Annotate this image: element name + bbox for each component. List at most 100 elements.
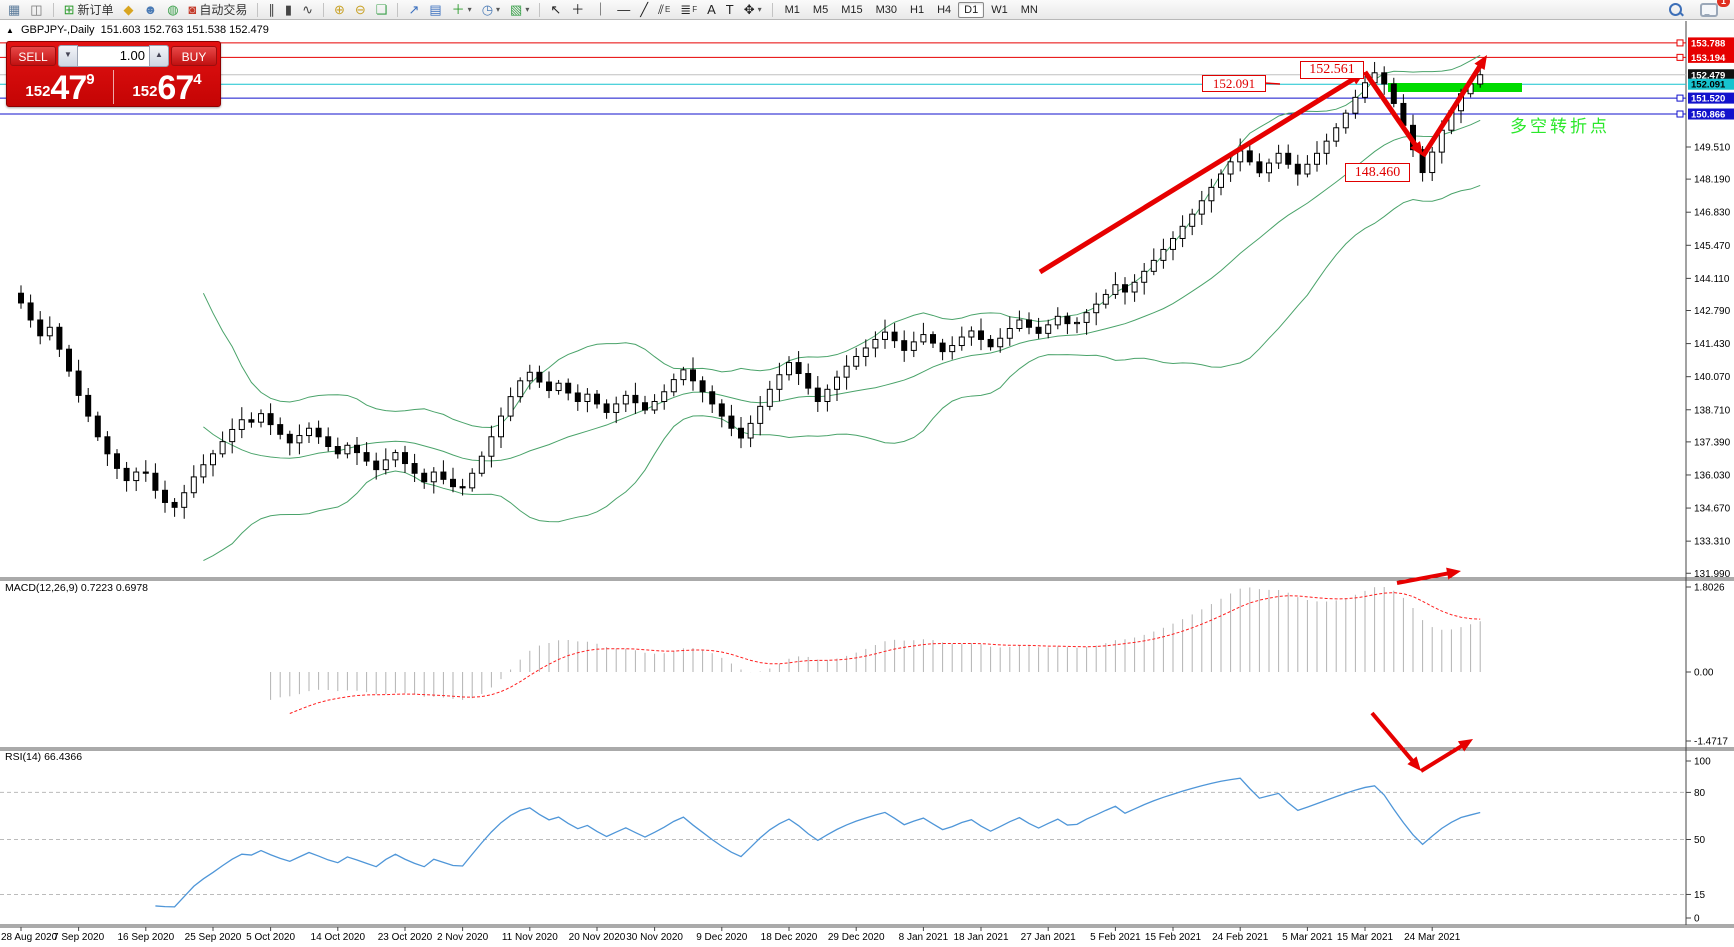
fibonacci-tool-button[interactable]: ≣ F xyxy=(676,1,701,19)
text-tool-button[interactable]: A xyxy=(703,1,720,19)
search-button[interactable] xyxy=(1665,1,1686,19)
line-end-marker[interactable] xyxy=(1676,39,1684,47)
charts-panel-button[interactable]: ▦ xyxy=(4,1,24,19)
collapse-arrow-icon[interactable]: ▲ xyxy=(6,26,14,35)
period-clock-button[interactable]: ◷ ▾ xyxy=(478,1,504,19)
terminal-button[interactable]: ☻ xyxy=(140,1,162,19)
rsi-indicator-label: RSI(14) 66.4366 xyxy=(5,751,83,763)
timeframe-m5[interactable]: M5 xyxy=(812,3,829,16)
timeframe-m30[interactable]: M30 xyxy=(875,3,897,16)
text-label-tool-button[interactable]: T xyxy=(722,1,738,19)
price-callout-152561[interactable]: 152.561 xyxy=(1300,61,1364,79)
candle-body xyxy=(920,334,927,343)
candle-body xyxy=(738,427,744,439)
sell-price[interactable]: 152 47 9 xyxy=(25,69,95,107)
trend-arrow-head[interactable] xyxy=(1446,567,1461,580)
toolbar-separator xyxy=(52,2,54,17)
metaeditor-button[interactable]: ◆ xyxy=(120,1,138,19)
candle-body xyxy=(603,403,610,413)
trend-arrow[interactable] xyxy=(1362,70,1419,148)
signals-button[interactable]: ◍ xyxy=(163,1,182,19)
sell-button[interactable]: SELL xyxy=(10,46,56,66)
trend-arrow[interactable] xyxy=(1370,711,1415,764)
volume-decrease-button[interactable]: ▼ xyxy=(58,45,78,67)
trend-arrow-head[interactable] xyxy=(1410,141,1423,156)
buy-price[interactable]: 152 67 4 xyxy=(132,69,202,107)
pivot-point-label[interactable]: 多空转折点 xyxy=(1510,117,1610,136)
candle-body xyxy=(1429,151,1436,174)
price-tag xyxy=(1688,108,1734,120)
indicators-button[interactable]: ↗ xyxy=(404,1,423,19)
trend-arrow[interactable] xyxy=(1038,76,1357,275)
candle-body xyxy=(786,362,792,376)
candle-body xyxy=(958,336,965,347)
toolbar-separator xyxy=(322,2,324,17)
crosshair-tool-button[interactable]: ＋ xyxy=(567,1,588,19)
add-indicator-button[interactable]: ＋ ▾ xyxy=(448,1,476,19)
trend-arrow-head[interactable] xyxy=(1474,55,1487,71)
arrows-tool-button[interactable]: ✥ ▾ xyxy=(740,1,766,19)
price-callout-148460[interactable]: 148.460 xyxy=(1345,163,1410,182)
line-end-marker[interactable] xyxy=(1676,53,1684,61)
cursor-tool-button[interactable]: ↖ xyxy=(546,1,565,19)
trend-arrow-head[interactable] xyxy=(1457,739,1473,752)
candle-body xyxy=(882,331,888,340)
bar-chart-button[interactable]: ∥ xyxy=(264,1,279,19)
candle-body xyxy=(507,396,514,417)
candlestick-chart-button[interactable]: ▮ xyxy=(281,1,296,19)
rsi-tick-label: 15 xyxy=(1694,890,1706,901)
timeframe-m1[interactable]: M1 xyxy=(784,3,800,16)
notifications-button[interactable]: 1 xyxy=(1696,0,1730,19)
trend-arrow[interactable] xyxy=(1419,743,1464,773)
data-window-button[interactable]: ◫ xyxy=(26,1,46,19)
candle-body xyxy=(286,433,293,444)
timeframe-m15[interactable]: M15 xyxy=(841,3,863,16)
trendline-tool-button[interactable]: ╱ xyxy=(636,1,652,19)
timeframe-w1[interactable]: W1 xyxy=(991,3,1008,16)
trend-arrow[interactable] xyxy=(1420,63,1483,158)
candle-body xyxy=(1218,173,1224,188)
toolbar-separator xyxy=(771,2,773,17)
template-button[interactable]: ▧ ▾ xyxy=(506,1,533,19)
horizontal-line-tool-button[interactable]: — xyxy=(613,1,634,19)
volume-increase-button[interactable]: ▲ xyxy=(149,45,169,67)
candle-body xyxy=(1112,284,1119,295)
fibonacci-tool-icon-sub: F xyxy=(692,5,698,14)
candle-body xyxy=(344,444,351,455)
tile-windows-button[interactable]: ❏ xyxy=(372,1,392,19)
ohlc-values: 151.603 152.763 151.538 152.479 xyxy=(100,24,269,36)
candle-body xyxy=(56,326,63,350)
zoom-out-button[interactable]: ⊖ xyxy=(351,1,370,19)
trend-arrow-head[interactable] xyxy=(1407,756,1421,771)
zoom-in-button[interactable]: ⊕ xyxy=(330,1,349,19)
line-end-marker[interactable] xyxy=(1676,110,1684,118)
indicators-list-button[interactable]: ▤ xyxy=(425,1,445,19)
autotrading-button[interactable]: ◙ 自动交易 xyxy=(185,1,252,19)
candle-body xyxy=(574,392,581,402)
line-chart-button[interactable]: ∿ xyxy=(298,1,317,19)
candle-body xyxy=(334,446,341,455)
new-order-button[interactable]: ⊞ 新订单 xyxy=(60,1,118,19)
chart-ohlc-header: ▲ GBPJPY-,Daily 151.603 152.763 151.538 … xyxy=(6,24,269,36)
vertical-line-tool-button[interactable]: ｜ xyxy=(590,1,611,19)
volume-input[interactable]: 1.00 xyxy=(78,45,149,67)
line-end-marker[interactable] xyxy=(1676,94,1684,102)
rsi-line xyxy=(155,777,1481,908)
price-tick-label: 138.710 xyxy=(1694,405,1731,416)
data-window-icon: ◫ xyxy=(30,1,43,17)
timeframe-d1[interactable]: D1 xyxy=(958,1,985,18)
timeframe-h4[interactable]: H4 xyxy=(937,3,952,16)
price-tick-label: 137.390 xyxy=(1694,437,1731,448)
candle-body xyxy=(142,471,149,474)
timeframe-h1[interactable]: H1 xyxy=(910,3,925,16)
candle-body xyxy=(190,476,197,494)
price-callout-152091[interactable]: 152.091 xyxy=(1202,75,1266,92)
timeframe-mn[interactable]: MN xyxy=(1020,3,1038,16)
green-zone-rectangle[interactable] xyxy=(1388,83,1522,92)
buy-button[interactable]: BUY xyxy=(171,46,217,66)
candle-body xyxy=(402,452,408,465)
time-axis-label: 11 Nov 2020 xyxy=(502,932,558,943)
trend-arrow[interactable] xyxy=(1396,571,1450,585)
channel-tool-button[interactable]: ⫽ E xyxy=(654,1,674,19)
